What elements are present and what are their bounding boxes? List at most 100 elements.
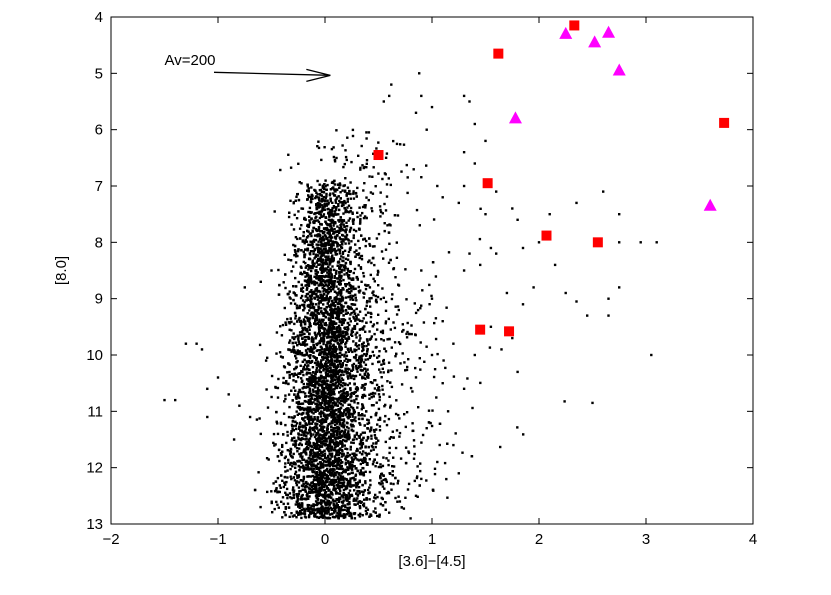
data-point	[287, 461, 290, 464]
data-point	[334, 438, 337, 441]
data-point	[284, 455, 287, 458]
data-point	[294, 380, 298, 383]
data-point	[333, 221, 337, 224]
data-point	[306, 447, 309, 451]
data-point	[304, 275, 307, 278]
data-point	[329, 408, 332, 411]
data-point	[310, 312, 313, 315]
data-point	[309, 300, 313, 304]
data-point	[292, 386, 296, 389]
data-point	[337, 336, 341, 339]
data-point	[308, 390, 312, 393]
data-point	[289, 454, 293, 458]
data-point	[320, 295, 323, 298]
data-point	[288, 363, 291, 366]
data-point	[317, 302, 320, 305]
data-point	[348, 472, 351, 475]
data-point	[347, 479, 350, 483]
data-point	[310, 402, 313, 405]
data-point	[296, 413, 299, 416]
data-point	[300, 182, 303, 185]
data-point	[334, 385, 338, 388]
data-point	[293, 373, 296, 376]
data-point	[292, 476, 295, 479]
data-point	[337, 342, 340, 345]
data-point	[306, 312, 309, 315]
data-point	[361, 483, 364, 487]
data-point	[343, 353, 346, 356]
data-point	[302, 234, 305, 238]
data-point	[323, 307, 326, 311]
data-point	[368, 397, 371, 400]
data-point	[406, 330, 409, 334]
data-point	[349, 313, 352, 316]
data-point	[307, 364, 310, 367]
data-point	[320, 454, 324, 457]
data-point	[296, 497, 299, 500]
data-point	[326, 388, 329, 391]
data-point	[307, 230, 310, 233]
data-point	[314, 398, 318, 401]
data-point	[321, 326, 324, 329]
data-point	[316, 489, 320, 493]
data-point	[295, 447, 299, 450]
data-point	[336, 511, 339, 515]
data-point	[313, 409, 316, 412]
data-point	[276, 476, 280, 480]
data-point	[331, 331, 334, 334]
data-point	[338, 220, 341, 223]
data-point	[291, 336, 294, 339]
data-point	[318, 394, 321, 398]
data-point	[372, 428, 375, 432]
data-point	[302, 469, 305, 472]
data-point	[321, 394, 324, 397]
data-point	[355, 253, 358, 256]
data-point	[338, 274, 341, 277]
data-point	[320, 197, 324, 201]
data-point	[340, 227, 343, 231]
data-point	[360, 453, 364, 456]
data-point	[317, 443, 320, 447]
data-point	[333, 434, 336, 437]
data-point	[326, 480, 329, 484]
data-point	[335, 197, 338, 201]
data-point	[295, 373, 298, 376]
data-point	[316, 399, 319, 403]
data-point	[317, 250, 320, 254]
data-point	[335, 206, 338, 209]
data-point	[343, 318, 347, 322]
data-point	[348, 403, 352, 406]
data-point	[273, 444, 276, 447]
data-point	[354, 456, 357, 460]
data-point	[320, 190, 324, 193]
data-point	[309, 450, 312, 454]
data-point	[367, 373, 370, 377]
data-point	[328, 452, 331, 456]
data-point	[355, 316, 358, 319]
data-point	[342, 454, 345, 457]
data-point	[330, 429, 333, 432]
data-point	[315, 261, 319, 264]
data-point	[329, 210, 332, 213]
data-point	[346, 321, 350, 325]
data-point	[300, 294, 304, 298]
data-point	[318, 440, 322, 443]
data-point	[322, 337, 326, 341]
data-point	[330, 258, 334, 261]
data-point	[327, 269, 331, 272]
data-point	[335, 285, 338, 288]
data-point	[299, 390, 303, 394]
data-point	[378, 481, 381, 485]
data-point	[321, 267, 324, 270]
data-point	[358, 365, 361, 369]
data-point	[326, 516, 330, 520]
data-point	[311, 263, 315, 267]
data-point	[363, 325, 366, 328]
data-point	[323, 327, 327, 331]
data-point	[343, 435, 347, 439]
data-point	[309, 394, 312, 397]
data-point	[341, 394, 345, 397]
data-point	[304, 448, 307, 451]
data-point	[404, 446, 408, 449]
data-point	[315, 483, 318, 486]
